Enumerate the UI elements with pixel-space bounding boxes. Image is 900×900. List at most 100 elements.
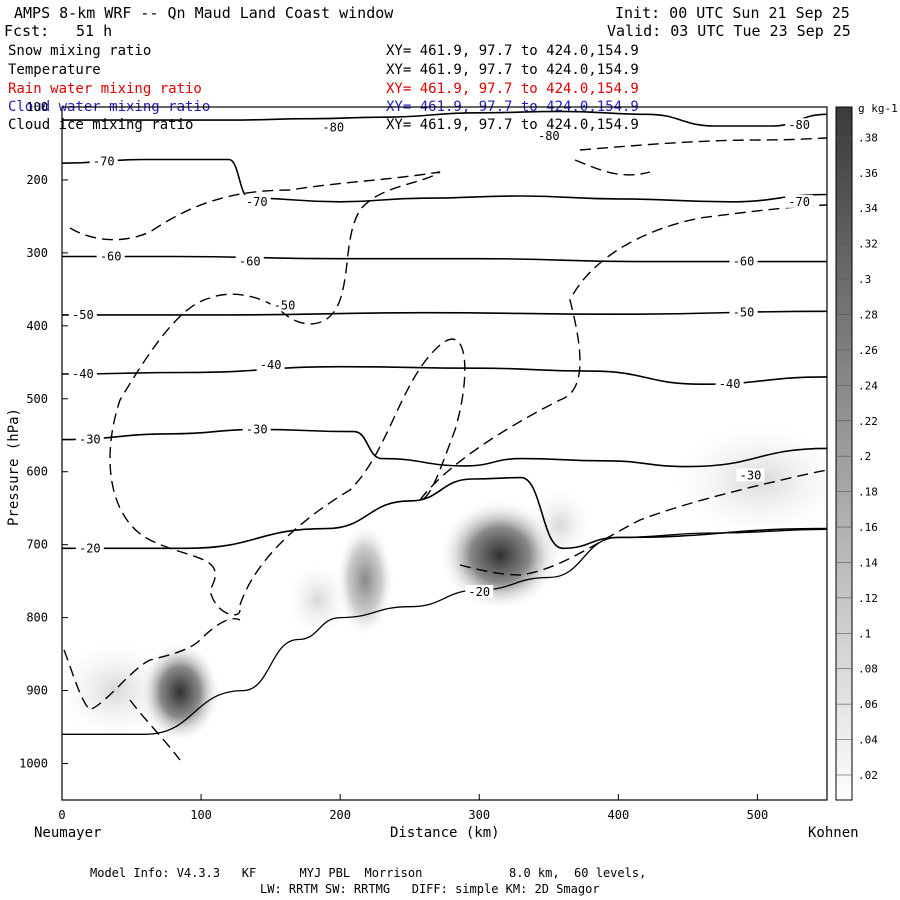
y-tick-label: 800 <box>26 611 48 625</box>
isotherm-60 <box>62 255 827 263</box>
y-tick-label: 600 <box>26 465 48 479</box>
y-axis-title: Pressure (hPa) <box>6 408 22 527</box>
cloud-ice-contours <box>63 137 827 761</box>
isotherm-label: -60 <box>100 250 122 264</box>
mixing-ratio-shading <box>62 425 827 742</box>
isotherm-label-bg <box>68 366 97 380</box>
colorbar-label: .18 <box>858 486 878 499</box>
isotherm-label: -30 <box>740 468 762 482</box>
isotherm-label-bg <box>96 249 125 263</box>
init-time: Init: 00 UTC Sun 21 Sep 25 <box>615 4 850 22</box>
y-tick-label: 1000 <box>19 757 48 771</box>
forecast-hour: 51 h <box>76 22 113 40</box>
x-axis-title: Distance (km) <box>390 825 500 841</box>
colorbar-label: .04 <box>858 734 878 747</box>
isotherm-label-bg <box>242 422 271 436</box>
colorbar-label: .24 <box>858 379 878 392</box>
colorbar-label: .28 <box>858 309 878 322</box>
isotherm-label: -30 <box>79 433 101 447</box>
colorbar-label: .14 <box>858 556 878 569</box>
cloud-ice-contour <box>63 618 241 711</box>
isotherm-70 <box>62 158 827 203</box>
terrain-profile <box>62 528 828 735</box>
x-tick-label: 400 <box>608 808 630 822</box>
isotherm-label-bg <box>256 358 285 372</box>
chart-title: AMPS 8-km WRF -- Qn Maud Land Coast wind… <box>14 4 394 22</box>
isotherm-label: -80 <box>788 118 810 132</box>
isotherm-label-bg <box>785 194 814 208</box>
y-tick-label: 300 <box>26 246 48 260</box>
isotherm-label-bg <box>235 254 264 268</box>
isotherm-label: -40 <box>260 358 282 372</box>
colorbar-label: .08 <box>858 663 878 676</box>
colorbar-label: .12 <box>858 592 878 605</box>
cloud-ice-contour <box>69 171 441 616</box>
isotherm-20 <box>62 476 827 550</box>
isotherm-label-bg <box>729 254 758 268</box>
isotherm-label-bg <box>75 432 104 446</box>
isotherm-label-bg <box>319 120 348 134</box>
colorbar-label: .26 <box>858 344 878 357</box>
colorbar-label: .38 <box>858 131 878 144</box>
colorbar-label: .22 <box>858 415 878 428</box>
isotherm-label-bg <box>729 305 758 319</box>
isotherm-label: -50 <box>733 306 755 320</box>
valid-time: Valid: 03 UTC Tue 23 Sep 25 <box>607 22 851 40</box>
shade-blob <box>337 525 393 635</box>
field-xy-snow: XY= 461.9, 97.7 to 424.0,154.9 <box>386 43 639 59</box>
x-tick-label: 300 <box>468 808 490 822</box>
shade-blob <box>62 642 170 738</box>
y-tick-label: 700 <box>26 538 48 552</box>
temperature-contours: -80-80-80-70-70 -70-60 -60 -60-50-50-50-40-… <box>62 110 827 599</box>
shade-blob <box>675 425 827 535</box>
y-tick-label: 200 <box>26 173 48 187</box>
field-xy-cloud-water: XY= 461.9, 97.7 to 424.0,154.9 <box>386 99 639 115</box>
model-info: Model Info: V4.3.3 KF MYJ PBL Morrison 8… <box>90 866 647 880</box>
y-tick-label: 500 <box>26 392 48 406</box>
colorbar-label: .2 <box>858 450 871 463</box>
axes: 0 100 200 300 400 500 200 300 400 500 600 700 800 900… <box>19 100 768 822</box>
colorbar-label: .1 <box>858 627 871 640</box>
field-xy-rain: XY= 461.9, 97.7 to 424.0,154.9 <box>386 81 639 97</box>
x-tick-label: 500 <box>747 808 769 822</box>
isotherm-label-bg <box>242 194 271 208</box>
isotherm-label-bg <box>785 118 814 132</box>
isotherm-40 <box>62 365 827 386</box>
colorbar-label: .16 <box>858 521 878 534</box>
field-xy-cloud-ice: XY= 461.9, 97.7 to 424.0,154.9 <box>386 117 639 133</box>
isotherm-label-bg <box>75 541 104 555</box>
colorbar-legend: g kg-1 .38 .36 .34 .32 .3 .28 .26 .24 .22 .2 .18 .1… <box>835 102 898 801</box>
isotherm-label-bg <box>465 585 494 599</box>
model-physics: LW: RRTM SW: RRTMG DIFF: simple KM: 2D S… <box>260 882 600 896</box>
colorbar-label: .32 <box>858 238 878 251</box>
isotherm-label: -70 <box>246 195 268 209</box>
isotherm-label: -50 <box>72 308 94 322</box>
isotherm-label: -20 <box>79 541 101 555</box>
shade-blob <box>440 500 560 610</box>
field-name-rain: Rain water mixing ratio <box>8 81 202 97</box>
isotherm-label: -80 <box>322 120 344 134</box>
isotherm-label: -60 <box>733 255 755 269</box>
x-tick-label: 100 <box>190 808 212 822</box>
cloud-ice-contour <box>129 469 827 761</box>
plot-frame <box>61 106 828 801</box>
field-name-snow: Snow mixing ratio <box>8 43 152 59</box>
cloud-ice-contour <box>419 204 827 501</box>
isotherm-label: -40 <box>719 377 741 391</box>
isotherm-label: -60 <box>239 255 261 269</box>
field-name-cloud-water: Cloud water mixing ratio <box>8 99 211 115</box>
isotherm-label-bg <box>715 377 744 391</box>
isotherm-label-bg <box>68 307 97 321</box>
isotherm-label: -30 <box>246 422 268 436</box>
cloud-ice-contour <box>574 137 827 176</box>
y-tick-label: 400 <box>26 319 48 333</box>
field-name-cloud-ice: Cloud ice mixing ratio <box>8 117 194 133</box>
isotherm-30 <box>62 428 827 468</box>
isotherm-label-bg <box>89 154 118 168</box>
isotherm-label: -70 <box>788 195 810 209</box>
cloud-ice-contour <box>239 338 466 606</box>
x-axis-right-location: Kohnen <box>808 825 859 841</box>
isotherm-label: -50 <box>274 298 296 312</box>
x-tick-label: 0 <box>58 808 65 822</box>
